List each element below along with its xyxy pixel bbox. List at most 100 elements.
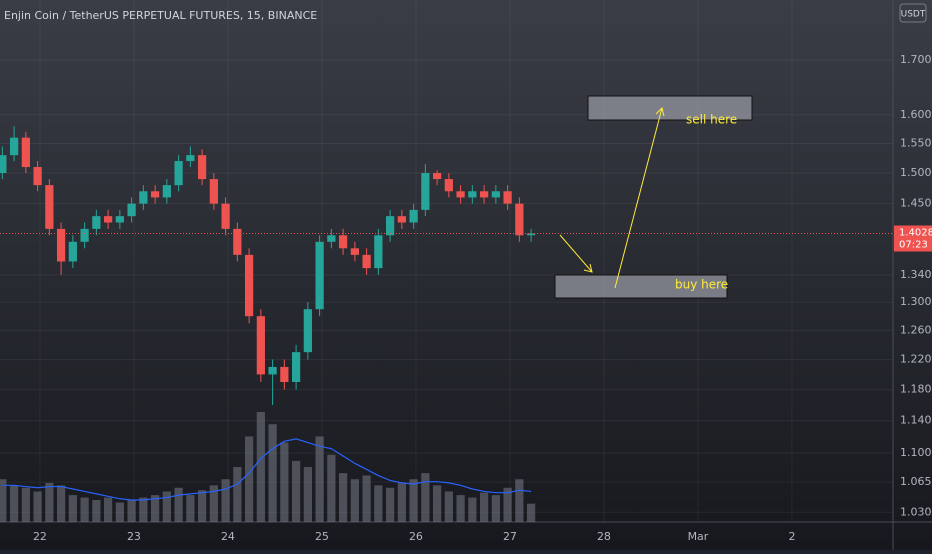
- candle-body: [432, 173, 442, 180]
- volume-bar: [221, 479, 230, 522]
- y-tick-label: 1.4500: [900, 197, 932, 210]
- arrow-head: [583, 263, 593, 273]
- y-tick-label: 1.2600: [900, 323, 932, 336]
- candle-body: [479, 191, 489, 198]
- candle-body: [291, 352, 301, 382]
- currency[interactable]: USDT: [901, 10, 926, 20]
- y-tick-label: 1.3000: [900, 295, 932, 308]
- candle-body: [503, 191, 512, 204]
- candle-body: [491, 191, 500, 198]
- candle-body: [21, 137, 30, 168]
- volume-bar: [421, 473, 430, 522]
- candle-body: [139, 191, 148, 204]
- x-tick-label: 25: [315, 530, 329, 543]
- candle-body: [303, 309, 312, 353]
- x-tick-label: 23: [127, 530, 141, 543]
- volume-bar: [526, 503, 536, 522]
- candle-body: [444, 179, 453, 192]
- last-price-tag: [894, 225, 932, 252]
- volume-bar: [186, 495, 195, 522]
- candle-body: [186, 155, 195, 162]
- volume-bar: [315, 436, 324, 522]
- volume-bar: [197, 490, 207, 522]
- candle-body: [33, 167, 42, 186]
- candle-body: [315, 241, 324, 310]
- y-tick-label: 1.1000: [900, 446, 932, 459]
- volume-bar: [479, 492, 489, 522]
- volume-bar: [162, 491, 171, 522]
- volume-bar: [139, 497, 148, 522]
- volume-bar: [409, 479, 418, 522]
- volume-bar: [468, 497, 477, 522]
- volume-bar: [291, 460, 301, 522]
- volume-bar: [374, 485, 383, 522]
- volume-bar: [280, 442, 289, 522]
- y-tick-label: 1.5500: [900, 136, 932, 149]
- candle-body: [515, 203, 524, 236]
- volume-bar: [338, 473, 348, 522]
- volume-bar: [444, 491, 453, 522]
- volume-bar: [0, 479, 7, 522]
- volume-bar: [33, 491, 42, 522]
- volume-bar: [515, 479, 524, 522]
- volume-bar: [350, 479, 359, 522]
- candle-body: [162, 185, 171, 198]
- volume-bar: [56, 485, 66, 522]
- x-tick-label: Mar: [688, 530, 709, 543]
- volume-bar: [80, 497, 89, 522]
- y-tick-label: 1.7000: [900, 53, 932, 66]
- candle-body: [127, 203, 136, 217]
- chart-title: Enjin Coin / TetherUS PERPETUAL FUTURES,…: [4, 9, 317, 22]
- arrow-head: [655, 107, 665, 117]
- candle-body: [68, 241, 77, 262]
- y-tick-label: 1.0300: [900, 505, 932, 518]
- candle-body: [233, 228, 242, 255]
- x-tick-label: 24: [221, 530, 235, 543]
- candle-body: [103, 216, 113, 223]
- volume-bar: [9, 485, 19, 522]
- candle-body: [397, 216, 406, 223]
- candle-body: [374, 235, 383, 269]
- x-tick-label: 22: [33, 530, 47, 543]
- volume-bar: [456, 495, 465, 522]
- arrow: [614, 107, 663, 289]
- candle-body: [9, 137, 19, 156]
- y-tick-label: 1.3400: [900, 268, 932, 281]
- annotation: sell here: [686, 113, 737, 127]
- candle-body: [0, 155, 7, 174]
- candle-body: [327, 235, 336, 242]
- volume-bar: [385, 487, 395, 522]
- buy-zone: [554, 274, 728, 299]
- volume-bar: [174, 487, 183, 522]
- volume-bar: [327, 454, 336, 522]
- volume-bar: [256, 412, 265, 522]
- volume-bar: [244, 436, 254, 522]
- candle-body: [338, 235, 348, 249]
- candle-body: [268, 366, 277, 375]
- y-tick-label: 1.1800: [900, 383, 932, 396]
- candle-body: [244, 254, 254, 317]
- candle-body: [256, 316, 265, 375]
- candle-body: [280, 366, 289, 382]
- currency-button[interactable]: [899, 3, 927, 23]
- volume-pane: [0, 412, 536, 522]
- sell-zone: [587, 95, 753, 121]
- candle-body: [526, 233, 536, 236]
- candles: [0, 126, 536, 406]
- volume-ma-line: [2, 438, 532, 501]
- volume-bar: [209, 485, 218, 522]
- volume-bar: [233, 467, 242, 522]
- candle-body: [421, 173, 430, 210]
- candle-body: [115, 216, 124, 223]
- candle-body: [150, 191, 160, 198]
- volume-bar: [362, 475, 371, 522]
- candle-body: [221, 203, 230, 229]
- y-tick-label: 1.5000: [900, 166, 932, 179]
- candle-body: [350, 248, 359, 255]
- candle-body: [92, 216, 101, 229]
- volume-bar: [45, 482, 54, 522]
- x-tick-label: 2: [788, 530, 795, 543]
- arrow: [559, 234, 593, 273]
